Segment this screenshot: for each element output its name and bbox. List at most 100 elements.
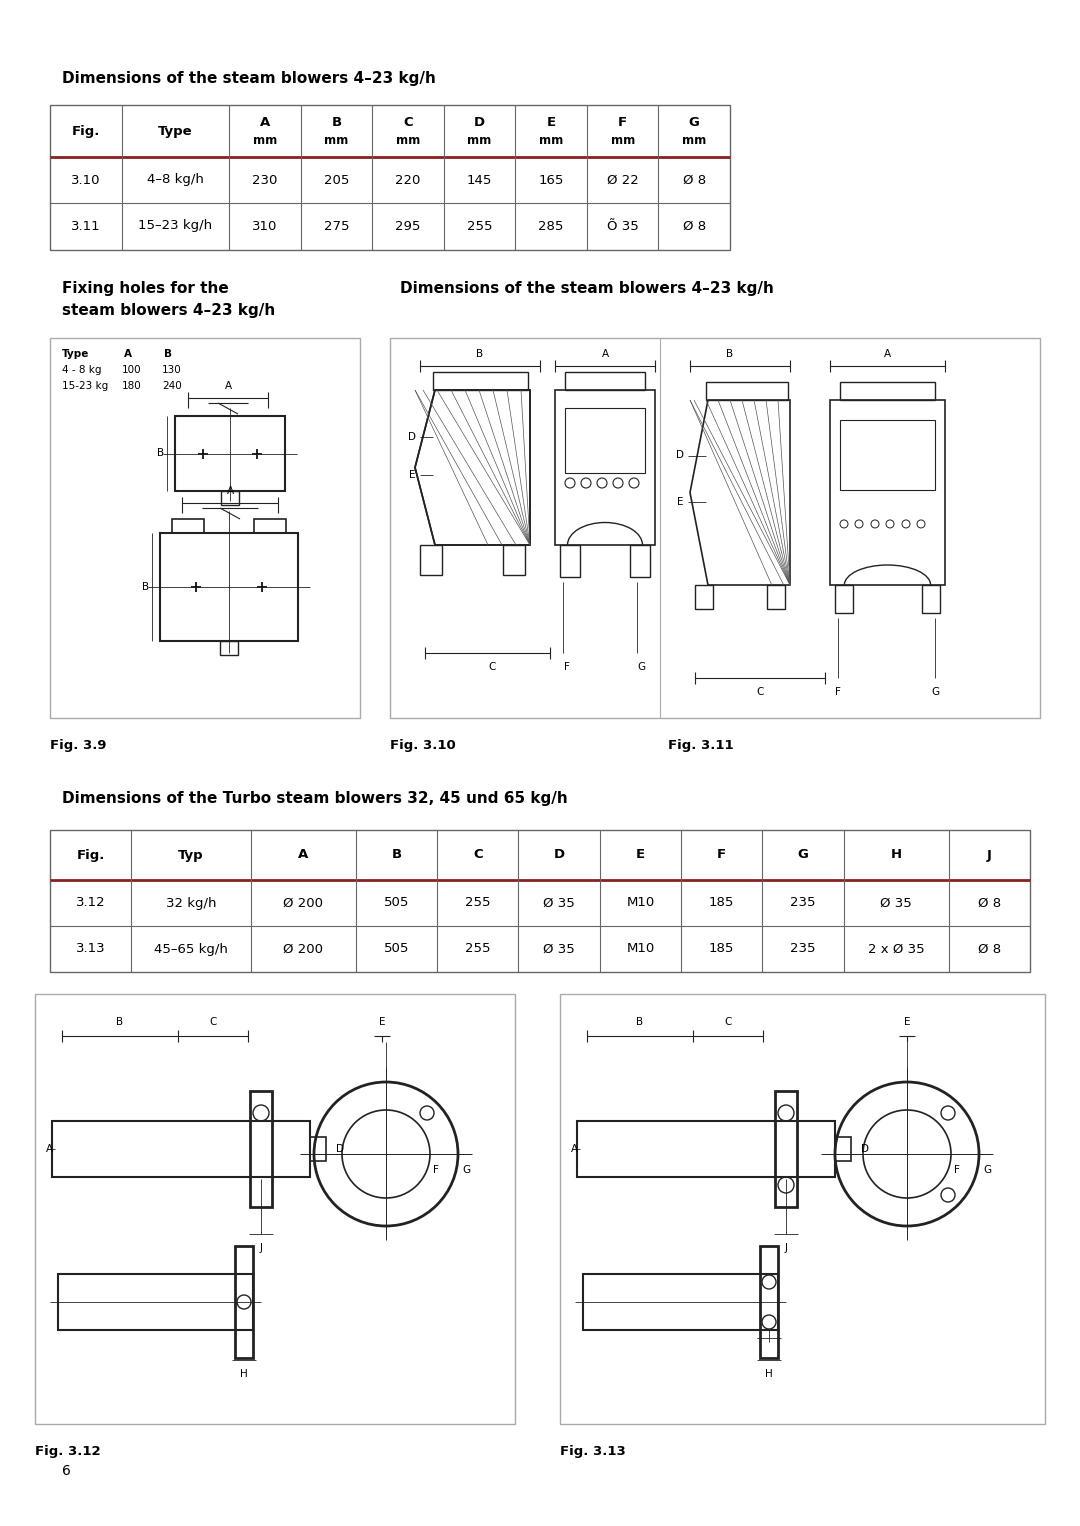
Text: D: D <box>676 450 684 461</box>
Text: Ø 8: Ø 8 <box>977 896 1001 909</box>
Bar <box>696 584 713 609</box>
Text: 255: 255 <box>465 896 490 909</box>
Text: Type: Type <box>158 125 192 137</box>
Bar <box>220 641 238 655</box>
Text: 240: 240 <box>162 382 181 391</box>
Text: 4–8 kg/h: 4–8 kg/h <box>147 174 204 186</box>
Bar <box>160 533 298 641</box>
Text: 3.12: 3.12 <box>76 896 106 909</box>
Text: mm: mm <box>253 134 276 148</box>
Text: B: B <box>476 349 484 359</box>
Text: F: F <box>835 687 841 697</box>
Text: Õ 35: Õ 35 <box>607 220 638 232</box>
Text: Fixing holes for the: Fixing holes for the <box>62 281 229 296</box>
Text: A: A <box>570 1144 578 1154</box>
Text: C: C <box>756 687 764 697</box>
Text: 185: 185 <box>708 943 734 955</box>
Text: Type: Type <box>62 349 90 359</box>
Text: B: B <box>158 449 164 458</box>
Text: B: B <box>727 349 733 359</box>
Text: D: D <box>408 432 416 441</box>
Text: D: D <box>474 116 485 130</box>
Text: E: E <box>379 1016 386 1027</box>
Text: Ø 22: Ø 22 <box>607 174 638 186</box>
Text: Ø 200: Ø 200 <box>283 943 323 955</box>
Text: A: A <box>883 349 891 359</box>
Bar <box>172 519 204 533</box>
Bar <box>254 519 286 533</box>
Text: H: H <box>240 1369 248 1380</box>
Text: E: E <box>904 1016 910 1027</box>
Text: 285: 285 <box>538 220 564 232</box>
Bar <box>555 391 654 545</box>
Text: Fig. 3.10: Fig. 3.10 <box>390 740 456 752</box>
Text: Fig. 3.9: Fig. 3.9 <box>50 740 107 752</box>
Text: A: A <box>124 349 132 359</box>
Bar <box>840 382 935 400</box>
Text: F: F <box>717 848 726 862</box>
Bar <box>433 372 528 391</box>
Text: J: J <box>987 848 991 862</box>
Text: 3.13: 3.13 <box>76 943 106 955</box>
Text: F: F <box>618 116 627 130</box>
Text: 45–65 kg/h: 45–65 kg/h <box>154 943 228 955</box>
Text: D: D <box>861 1144 869 1154</box>
Text: Ø 35: Ø 35 <box>543 943 575 955</box>
Bar <box>565 372 645 391</box>
Bar <box>235 1247 253 1358</box>
Text: 255: 255 <box>465 943 490 955</box>
Text: G: G <box>797 848 808 862</box>
Text: Typ: Typ <box>178 848 204 862</box>
Text: Ø 35: Ø 35 <box>543 896 575 909</box>
Text: Ø 8: Ø 8 <box>683 174 705 186</box>
Text: B: B <box>332 116 341 130</box>
Text: 15–23 kg/h: 15–23 kg/h <box>138 220 213 232</box>
Text: 310: 310 <box>252 220 278 232</box>
Bar <box>831 400 945 584</box>
Text: 505: 505 <box>383 943 409 955</box>
Bar <box>767 584 785 609</box>
Text: 180: 180 <box>122 382 141 391</box>
Text: B: B <box>143 581 149 592</box>
Text: J: J <box>259 1244 262 1253</box>
Text: A: A <box>298 848 309 862</box>
Text: 4 - 8 kg: 4 - 8 kg <box>62 365 102 375</box>
Bar <box>420 545 442 575</box>
Text: G: G <box>462 1164 470 1175</box>
Text: M10: M10 <box>626 896 654 909</box>
Text: Ø 8: Ø 8 <box>977 943 1001 955</box>
Text: G: G <box>983 1164 991 1175</box>
Bar <box>503 545 525 575</box>
Text: B: B <box>117 1016 123 1027</box>
Bar <box>775 1091 797 1207</box>
Bar <box>52 1122 310 1177</box>
Text: D: D <box>554 848 565 862</box>
Text: Fig. 3.13: Fig. 3.13 <box>561 1445 625 1459</box>
Text: mm: mm <box>610 134 635 148</box>
Text: E: E <box>408 470 415 481</box>
Text: mm: mm <box>539 134 563 148</box>
Text: A: A <box>602 349 608 359</box>
Bar <box>583 1274 778 1331</box>
Bar <box>835 1137 851 1161</box>
Bar <box>310 1137 326 1161</box>
Text: A: A <box>227 485 233 496</box>
Bar <box>922 584 940 613</box>
Text: 32 kg/h: 32 kg/h <box>165 896 216 909</box>
Text: E: E <box>546 116 555 130</box>
Bar <box>630 545 650 577</box>
Text: F: F <box>433 1164 438 1175</box>
Bar <box>58 1274 253 1331</box>
Text: mm: mm <box>395 134 420 148</box>
Bar <box>175 417 285 491</box>
Text: 235: 235 <box>791 943 815 955</box>
Text: H: H <box>891 848 902 862</box>
Text: 230: 230 <box>252 174 278 186</box>
Text: E: E <box>677 497 684 507</box>
Text: 205: 205 <box>324 174 349 186</box>
Bar <box>561 545 580 577</box>
Text: B: B <box>164 349 172 359</box>
Text: Ø 35: Ø 35 <box>880 896 912 909</box>
Text: 3.10: 3.10 <box>71 174 100 186</box>
Text: D: D <box>336 1144 345 1154</box>
